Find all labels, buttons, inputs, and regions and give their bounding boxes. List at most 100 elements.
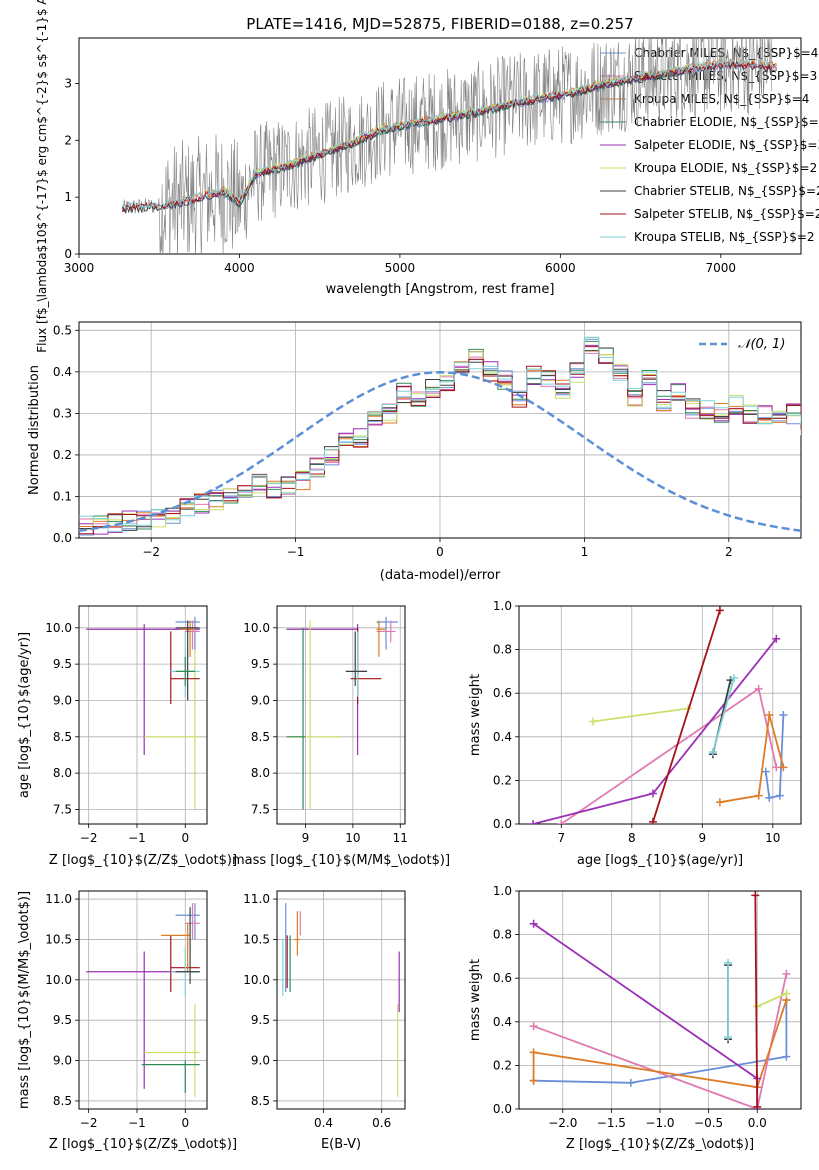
kroupa-stelib-point [724, 1033, 733, 1042]
kroupa-miles-point [529, 1076, 538, 1085]
x-tick-label: 11 [393, 831, 408, 845]
x-tick-label: −1 [287, 545, 305, 559]
histogram-xlabel: (data-model)/error [380, 568, 501, 583]
y-tick-label: 0.8 [493, 928, 512, 942]
x-tick-label: 0 [181, 831, 189, 845]
y-tick-label: 0.2 [53, 448, 72, 462]
legend-label: Chabrier ELODIE, N$_{SSP}$=2 [634, 115, 819, 129]
x-tick-label: −1 [128, 831, 146, 845]
legend-label: Kroupa ELODIE, N$_{SSP}$=2 [634, 161, 817, 175]
y-tick-label: 8.5 [53, 1094, 72, 1108]
kroupa-miles-hist-step [79, 350, 801, 528]
y-tick-label: 8.5 [251, 730, 270, 744]
chabrier-miles-point [761, 767, 770, 776]
y-tick-label: 8.5 [251, 1094, 270, 1108]
age-z-panel: Z [log$_{10}$(Z/Z$_\odot$)] age [log$_{1… [17, 605, 237, 868]
salpeter-stelib-point [648, 817, 657, 824]
y-tick-label: 1.0 [493, 884, 512, 898]
kroupa-miles-point [715, 798, 724, 807]
y-tick-label: 1.0 [493, 599, 512, 613]
x-tick-label: −1.5 [597, 1116, 626, 1130]
legend-label: Chabrier MILES, N$_{SSP}$=4 [634, 46, 818, 60]
y-tick-label: 10.0 [243, 973, 270, 987]
y-tick-label: 11.0 [243, 892, 270, 906]
chabrier-miles-point [765, 793, 774, 802]
salpeter-stelib-model-line [121, 59, 778, 213]
normal-legend-label: 𝒩(0, 1) [738, 337, 785, 352]
salpeter-stelib-hist-step [79, 346, 801, 535]
y-tick-label: 2 [64, 133, 72, 147]
y-tick-label: 7.5 [53, 802, 72, 816]
x-tick-label: 3000 [64, 261, 95, 275]
age-z-ylabel: age [log$_{10}$(age/yr)] [17, 632, 32, 798]
salpeter-elodie-point [529, 919, 538, 928]
kroupa-miles-point [765, 711, 774, 719]
y-tick-label: 9.5 [53, 657, 72, 671]
age-mass-xlabel: mass [log$_{10}$(M/M$_\odot$)] [232, 853, 450, 868]
legend-label: Salpeter STELIB, N$_{SSP}$=2 [634, 207, 819, 221]
spectrum-xlabel: wavelength [Angstrom, rest frame] [326, 282, 555, 297]
y-tick-label: 0 [64, 247, 72, 261]
y-tick-label: 10.0 [243, 621, 270, 635]
chabrier-miles-point [779, 711, 788, 719]
x-tick-label: 7000 [706, 261, 737, 275]
legend-label: Kroupa STELIB, N$_{SSP}$=2 [634, 230, 815, 244]
histogram-legend: 𝒩(0, 1) [699, 337, 785, 352]
histogram-ylabel: Normed distribution [27, 365, 42, 495]
y-tick-label: 3 [64, 76, 72, 90]
salpeter-stelib-point [715, 606, 724, 615]
kroupa-miles-point [779, 763, 788, 772]
y-tick-label: 0.8 [493, 643, 512, 657]
y-tick-label: 0.3 [53, 406, 72, 420]
x-tick-label: −2 [80, 1116, 98, 1130]
y-tick-label: 0.4 [493, 730, 512, 744]
y-tick-label: 7.5 [251, 802, 270, 816]
weight-age-panel: age [log$_{10}$(age/yr)] mass weight 7 8 9… [468, 599, 802, 868]
mass-z-panel: Z [log$_{10}$(Z/Z$_\odot$)] mass [log$_{… [17, 890, 237, 1152]
chabrier-miles-hist-step [79, 338, 801, 536]
salpeter-elodie-point [772, 634, 781, 643]
weight-z-panel: Z [log$_{10}$(Z/Z$_\odot$)] mass weight … [468, 884, 802, 1152]
y-tick-label: 0.4 [493, 1015, 512, 1029]
salpeter-stelib-point [751, 891, 760, 900]
x-tick-label: −1.0 [645, 1116, 674, 1130]
grid-lines [519, 890, 801, 1110]
y-tick-label: 0.6 [493, 686, 512, 700]
x-tick-label: 0.6 [372, 1116, 391, 1130]
y-tick-label: 8.5 [53, 730, 72, 744]
grid-lines [79, 322, 801, 539]
mass-ebv-axes-frame [276, 890, 406, 1110]
y-tick-label: 0.0 [493, 1102, 512, 1116]
y-tick-label: 0.6 [493, 971, 512, 985]
salpeter-miles-point [754, 684, 763, 693]
x-tick-label: 10 [765, 831, 780, 845]
y-tick-label: 9.0 [53, 693, 72, 707]
grid-lines [79, 606, 207, 824]
salpeter-miles-point [557, 820, 566, 824]
y-tick-label: 1 [64, 190, 72, 204]
x-tick-label: 0 [181, 1116, 189, 1130]
salpeter-miles-weight-line [560, 687, 778, 824]
histogram-panel: (data-model)/error Normed distribution 𝒩… [27, 321, 802, 583]
y-tick-label: 9.5 [53, 1013, 72, 1027]
data-spectrum-line [122, 38, 773, 254]
y-tick-label: 0.0 [493, 817, 512, 831]
kroupa-miles-weight-line [719, 714, 785, 804]
y-tick-label: 0.5 [53, 323, 72, 337]
kroupa-stelib-hist-step [79, 336, 801, 532]
salpeter-stelib-point [753, 1102, 762, 1109]
kroupa-miles-point [529, 1048, 538, 1057]
normal-curve [79, 371, 801, 532]
weight-age-xlabel: age [log$_{10}$(age/yr)] [577, 853, 743, 868]
x-tick-label: 6000 [545, 261, 576, 275]
chabrier-miles-weight-line [764, 714, 785, 799]
x-tick-label: 2 [725, 545, 733, 559]
legend-label: Salpeter ELODIE, N$_{SSP}$=3 [634, 138, 819, 152]
x-tick-label: 1 [581, 545, 589, 559]
y-tick-label: 0.1 [53, 489, 72, 503]
salpeter-elodie-point [648, 789, 657, 798]
kroupa-miles-weight-line [532, 999, 788, 1089]
y-tick-label: 9.0 [53, 1054, 72, 1068]
x-tick-label: 0 [436, 545, 444, 559]
